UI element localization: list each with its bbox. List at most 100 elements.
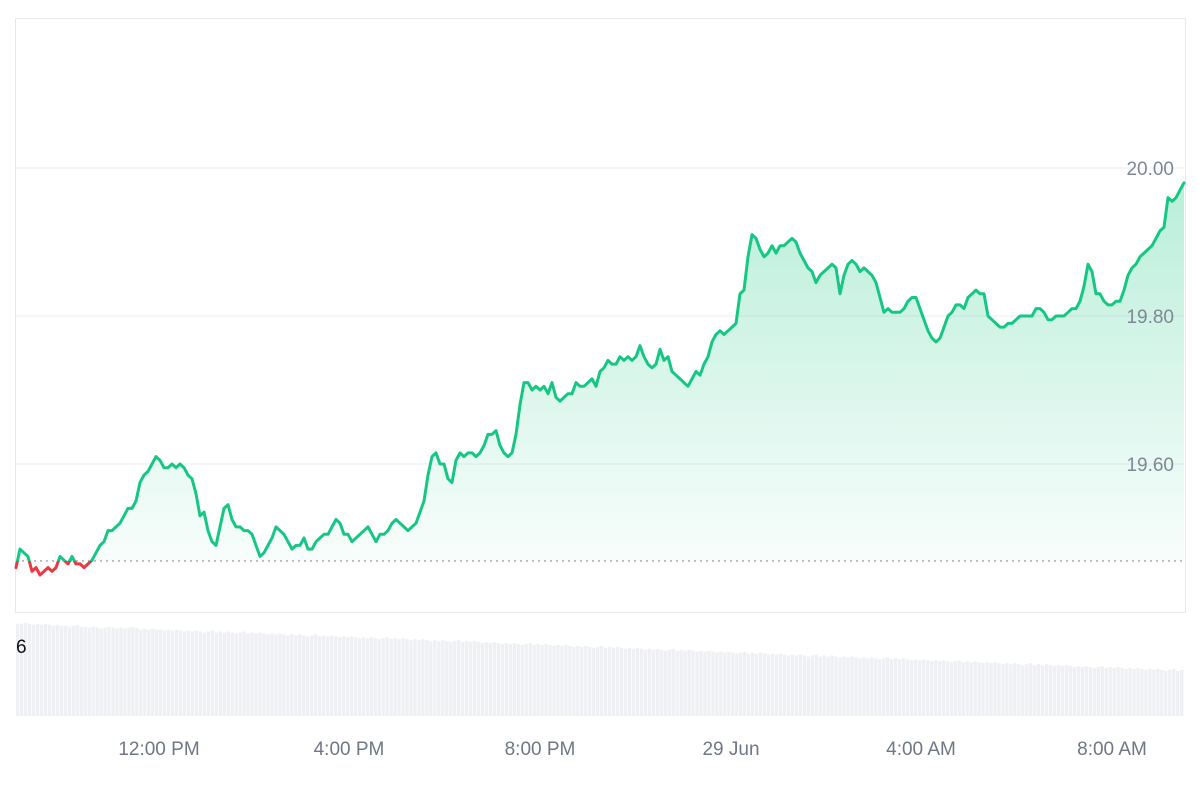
volume-bar	[166, 629, 171, 716]
volume-bar	[572, 646, 576, 716]
volume-bar	[75, 624, 79, 716]
volume-bar	[397, 639, 401, 716]
volume-bar	[480, 643, 485, 716]
volume-bar	[1136, 668, 1140, 716]
volume-bar	[329, 635, 334, 716]
volume-bar	[429, 641, 433, 716]
volume-bar	[619, 647, 624, 716]
volume-bar	[870, 657, 874, 716]
volume-bar	[727, 651, 731, 716]
volume-bar	[182, 631, 187, 716]
volume-bar	[91, 626, 95, 716]
volume-bar	[731, 652, 735, 716]
volume-bar	[790, 654, 795, 716]
volume-bar	[917, 660, 922, 716]
volume-bar	[226, 631, 230, 716]
volume-bar	[675, 650, 679, 716]
volume-bar	[460, 642, 465, 716]
volume-bar	[719, 651, 723, 716]
volume-bar	[568, 645, 572, 716]
volume-bar	[111, 627, 115, 716]
volume-bar	[67, 626, 72, 716]
volume-bar	[246, 633, 250, 716]
volume-bar	[87, 627, 91, 716]
volume-bar	[647, 648, 652, 716]
volume-bar	[302, 635, 306, 716]
volume-bar	[472, 641, 477, 716]
volume-bar	[16, 623, 20, 716]
volume-bar	[711, 651, 715, 716]
volume-bar	[1060, 666, 1065, 716]
volume-bar	[1176, 670, 1180, 716]
volume-bar	[369, 637, 373, 716]
volume-bar	[663, 650, 667, 716]
volume-bar	[897, 659, 902, 716]
volume-bar	[1116, 667, 1120, 716]
volume-bar	[1124, 668, 1128, 716]
volume-bar	[488, 643, 493, 716]
volume-bar	[198, 631, 203, 716]
volume-bar	[1017, 664, 1021, 716]
volume-bar	[850, 656, 854, 716]
x-tick-label: 4:00 PM	[314, 739, 385, 760]
volume-bar	[1044, 664, 1049, 716]
volume-bar	[834, 656, 838, 716]
volume-bar	[762, 653, 767, 716]
volume-bar	[325, 636, 330, 716]
volume-bar	[170, 630, 175, 716]
volume-bar	[520, 644, 524, 716]
volume-bar	[107, 626, 111, 716]
volume-bars	[16, 622, 1184, 716]
volume-bar	[512, 643, 516, 716]
volume-bar	[500, 644, 505, 716]
volume-bar	[496, 643, 501, 716]
volume-bar	[186, 630, 191, 716]
volume-bar	[1132, 668, 1136, 716]
volume-bar	[353, 637, 358, 716]
volume-bar	[294, 635, 298, 716]
volume-bar	[703, 651, 707, 716]
volume-bar	[174, 629, 179, 716]
volume-bar	[941, 660, 946, 716]
volume-bar	[631, 648, 636, 716]
volume-bar	[635, 647, 640, 716]
x-tick-label: 8:00 AM	[1077, 739, 1147, 760]
volume-bar	[254, 633, 258, 716]
volume-bar	[139, 629, 143, 716]
volume-bar	[1152, 669, 1156, 716]
volume-bar	[1080, 667, 1085, 716]
volume-bar	[59, 625, 64, 716]
volume-bar	[274, 634, 278, 716]
volume-bar	[949, 662, 953, 716]
volume-bar	[222, 632, 226, 716]
volume-bar	[230, 632, 234, 716]
volume-bar	[596, 646, 600, 716]
volume-bar	[262, 633, 266, 716]
volume-bar	[1064, 665, 1069, 716]
volume-bar	[445, 641, 449, 716]
volume-bar	[437, 641, 441, 716]
volume-bar	[826, 656, 830, 716]
volume-bar	[103, 627, 107, 716]
volume-bar	[43, 623, 48, 716]
volume-bar	[615, 646, 620, 716]
volume-bar	[135, 627, 139, 716]
volume-bar	[977, 662, 981, 716]
volume-bar	[524, 644, 528, 716]
volume-bar	[385, 637, 389, 716]
volume-bar	[1128, 668, 1132, 716]
volume-bar	[401, 638, 405, 716]
volume-bar	[774, 654, 779, 716]
volume-bar	[758, 652, 763, 716]
volume-bar	[766, 654, 771, 716]
volume-bar	[131, 626, 135, 716]
volume-bar	[687, 649, 691, 716]
volume-bar	[63, 625, 68, 716]
volume-bar	[611, 647, 616, 716]
volume-bar	[214, 632, 219, 716]
volume-bar	[743, 651, 747, 716]
volume-bar	[536, 644, 540, 716]
volume-bar	[1009, 664, 1013, 716]
volume-bar	[409, 640, 413, 716]
volume-bar	[639, 648, 644, 716]
